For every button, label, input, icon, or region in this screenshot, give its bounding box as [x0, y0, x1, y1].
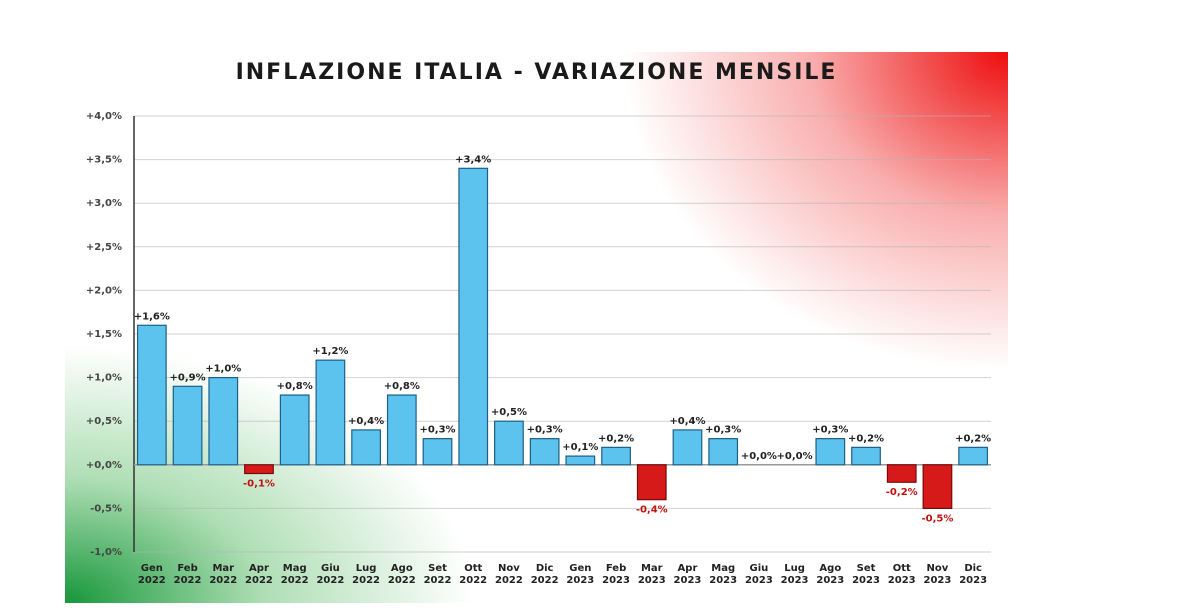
value-label: +0,0%	[741, 451, 777, 462]
x-tick-label: Giu 2022	[316, 563, 345, 586]
bar	[172, 385, 203, 466]
bar	[851, 446, 881, 466]
bar	[279, 394, 310, 466]
value-label: +0,3%	[705, 425, 741, 436]
value-label: +0,4%	[669, 416, 705, 427]
value-label: +0,9%	[170, 372, 206, 383]
value-label: +0,3%	[812, 425, 848, 436]
value-label: +0,2%	[848, 433, 884, 444]
value-label: +0,2%	[598, 433, 634, 444]
bar	[351, 429, 381, 466]
y-tick-label: +2,0%	[86, 285, 122, 296]
y-tick-label: -1,0%	[90, 547, 122, 558]
x-tick-label: Mag 2022	[280, 563, 309, 586]
value-label: -0,1%	[243, 479, 275, 490]
bar	[958, 446, 989, 466]
y-tick-label: +3,0%	[86, 198, 122, 209]
y-tick-label: -0,5%	[90, 503, 122, 514]
value-label: +1,2%	[312, 346, 348, 357]
value-label: +0,3%	[527, 425, 563, 436]
y-tick-label: +2,5%	[86, 242, 122, 253]
value-label: +1,6%	[134, 311, 170, 322]
x-tick-label: Apr 2022	[245, 563, 273, 586]
x-tick-label: Dic 2022	[530, 563, 559, 586]
x-tick-label: Mar 2023	[637, 563, 666, 586]
x-tick-label: Gen 2022	[137, 563, 166, 586]
x-tick-label: Ott 2022	[459, 563, 488, 586]
x-tick-label: Feb 2023	[602, 563, 630, 586]
bar	[708, 438, 739, 466]
x-tick-label: Lug 2022	[352, 563, 381, 586]
x-tick-label: Gen 2023	[566, 563, 595, 586]
bar	[494, 420, 524, 466]
value-label: +0,2%	[955, 433, 991, 444]
y-tick-label: +1,5%	[86, 329, 122, 340]
x-tick-label: Lug 2023	[780, 563, 809, 586]
value-label: +0,1%	[562, 442, 598, 453]
y-tick-label: +3,5%	[86, 155, 122, 166]
y-tick-label: +0,0%	[86, 460, 122, 471]
x-tick-label: Ago 2023	[816, 563, 845, 586]
x-tick-label: Nov 2022	[495, 563, 523, 586]
bar	[815, 438, 846, 466]
bar	[886, 464, 917, 483]
y-tick-label: +0,5%	[86, 416, 122, 427]
value-label: +0,3%	[419, 425, 455, 436]
bar	[636, 464, 667, 501]
x-tick-label: Feb 2022	[173, 563, 202, 586]
value-label: -0,2%	[886, 487, 918, 498]
x-tick-label: Ott 2023	[887, 563, 916, 586]
value-label: -0,4%	[636, 505, 668, 516]
x-tick-label: Set 2023	[852, 563, 880, 586]
bar	[601, 446, 631, 466]
x-tick-label: Giu 2023	[744, 563, 773, 586]
bar	[422, 438, 453, 466]
bar	[386, 394, 417, 466]
bar	[244, 464, 274, 475]
x-tick-label: Dic 2023	[959, 563, 988, 586]
bar	[565, 455, 596, 466]
y-tick-label: +1,0%	[86, 373, 122, 384]
x-tick-label: Set 2022	[423, 563, 452, 586]
x-tick-label: Nov 2023	[923, 563, 952, 586]
x-tick-label: Apr 2023	[673, 563, 702, 586]
value-label: +0,0%	[777, 451, 813, 462]
chart-title: INFLAZIONE ITALIA - VARIAZIONE MENSILE	[235, 60, 838, 85]
y-tick-label: +4,0%	[86, 111, 122, 122]
value-label: +0,4%	[348, 416, 384, 427]
x-tick-label: Mar 2022	[209, 563, 238, 586]
bar	[458, 167, 489, 466]
value-label: +0,8%	[384, 381, 420, 392]
bar	[136, 324, 167, 466]
chart-background	[65, 52, 1008, 603]
value-label: +0,8%	[277, 381, 313, 392]
x-tick-label: Mag 2023	[709, 563, 738, 586]
bar	[672, 429, 703, 466]
x-tick-label: Ago 2022	[387, 563, 416, 586]
value-label: +3,4%	[455, 154, 491, 165]
bar	[922, 464, 953, 509]
bar	[315, 359, 346, 466]
bar	[529, 438, 560, 466]
bar	[208, 377, 239, 466]
value-label: -0,5%	[921, 513, 953, 524]
value-label: +1,0%	[205, 364, 241, 375]
value-label: +0,5%	[491, 407, 527, 418]
